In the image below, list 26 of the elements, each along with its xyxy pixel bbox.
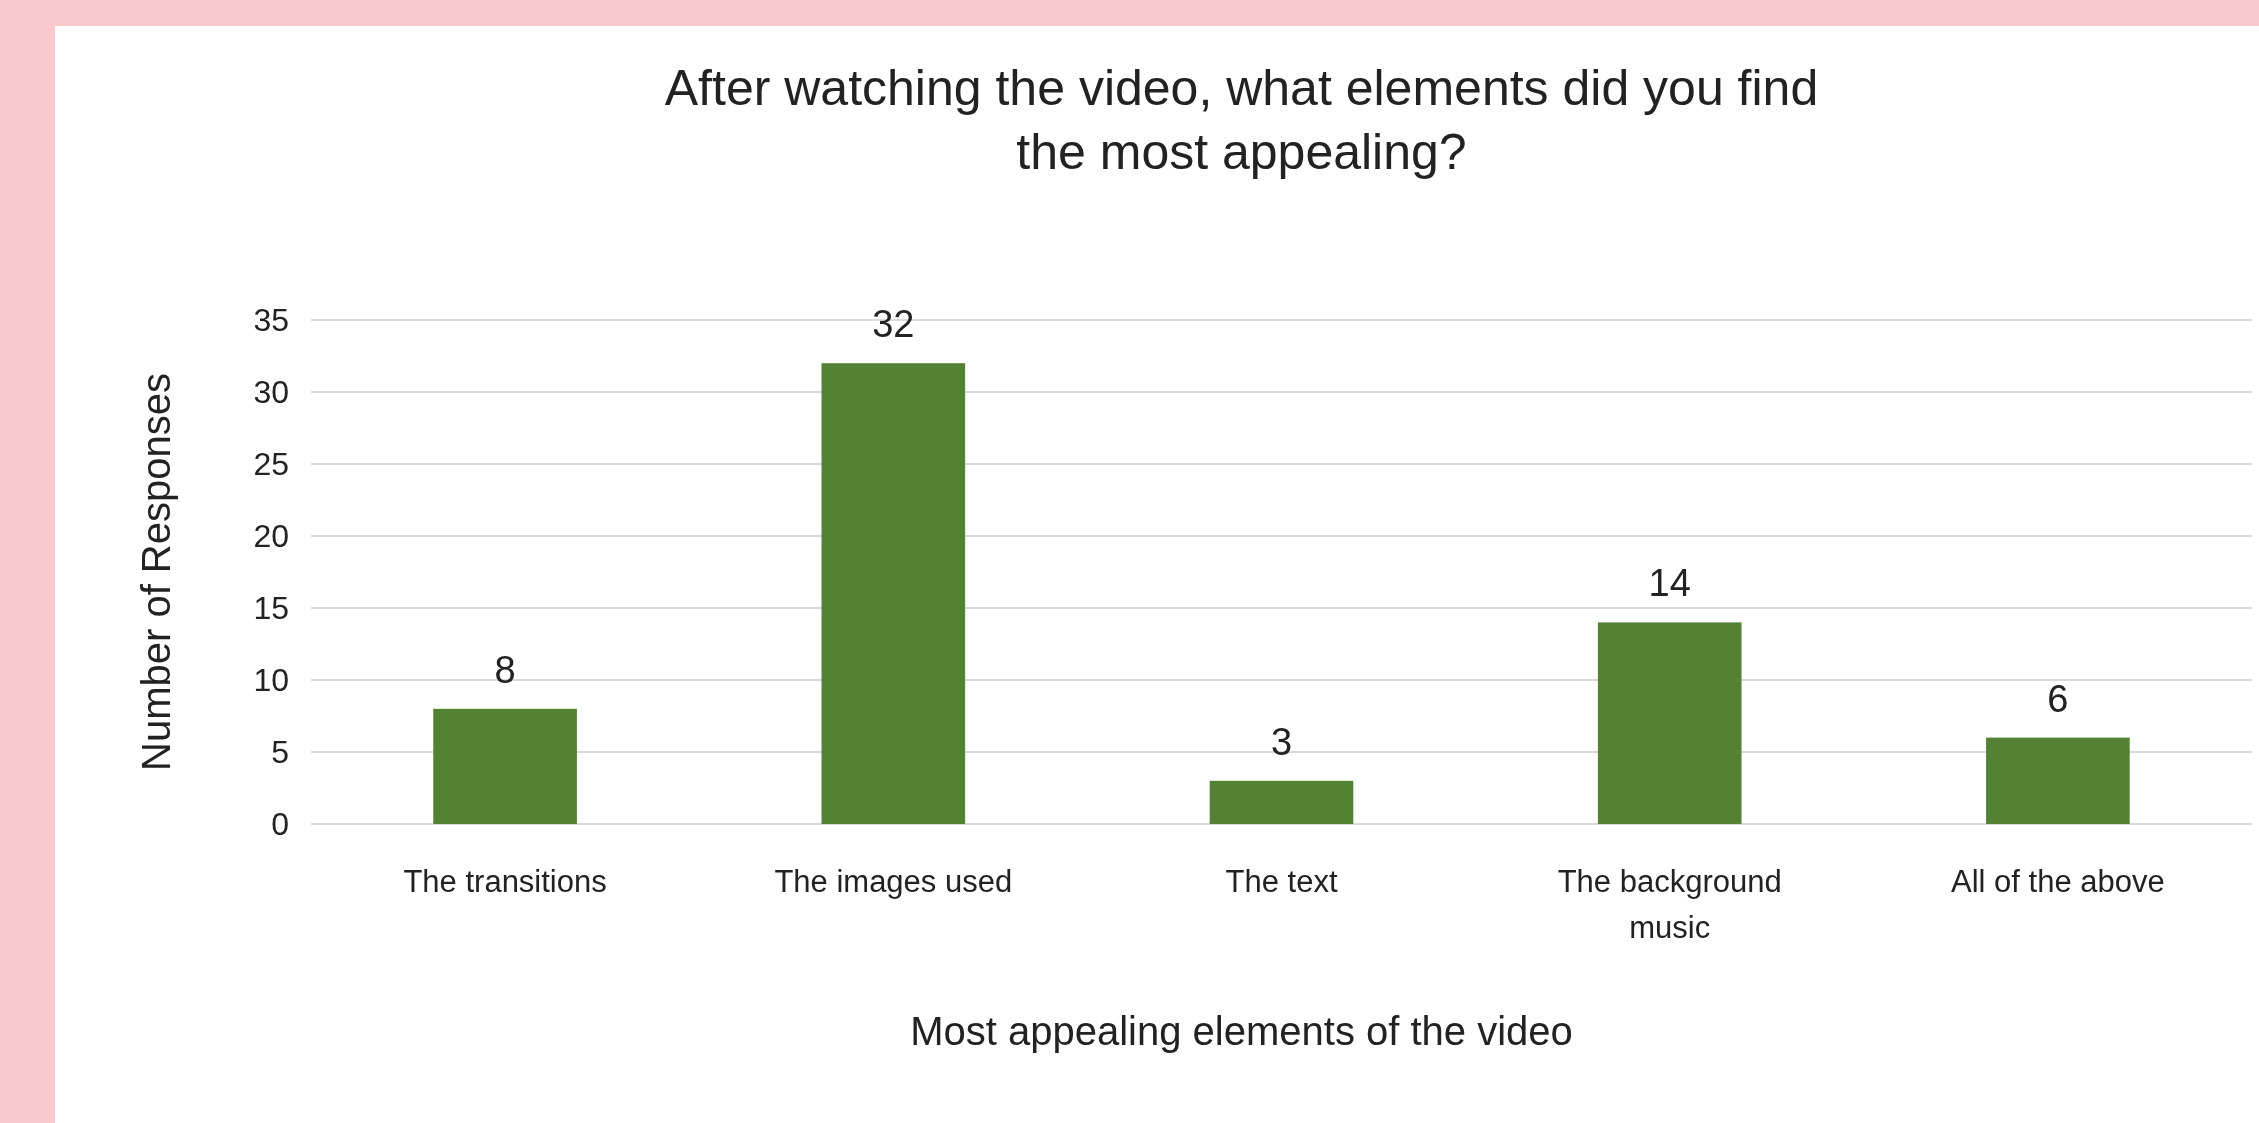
y-tick-label: 5: [271, 734, 289, 771]
bar: [1209, 780, 1354, 824]
x-tick-label: All of the above: [1951, 864, 2165, 899]
data-label: 8: [494, 648, 516, 691]
data-label: 14: [1648, 562, 1691, 605]
y-tick-label: 35: [253, 302, 289, 339]
x-tick-label: The images used: [774, 864, 1013, 899]
y-tick-label: 0: [271, 806, 289, 843]
y-axis-title: Number of Responses: [134, 373, 178, 771]
bar: [1597, 622, 1742, 824]
chart-title: After watching the video, what elements did you find the most appealing?: [664, 60, 1819, 180]
y-tick-label: 30: [253, 374, 289, 411]
data-label: 6: [2047, 677, 2069, 720]
x-tick-label: The transitions: [403, 864, 607, 899]
bar: [433, 708, 577, 824]
bar: [821, 363, 966, 824]
bar: [1986, 737, 2130, 824]
y-tick-label: 20: [253, 518, 289, 555]
x-axis-title: Most appealing elements of the video: [910, 1009, 1573, 1053]
y-tick-label: 10: [253, 662, 289, 699]
data-label: 3: [1270, 720, 1293, 763]
y-tick-label: 15: [253, 590, 289, 627]
x-tick-label: The text: [1225, 864, 1338, 899]
y-tick-label: 25: [253, 446, 289, 483]
x-tick-label: The background music: [1557, 864, 1782, 945]
data-label: 32: [872, 303, 915, 346]
